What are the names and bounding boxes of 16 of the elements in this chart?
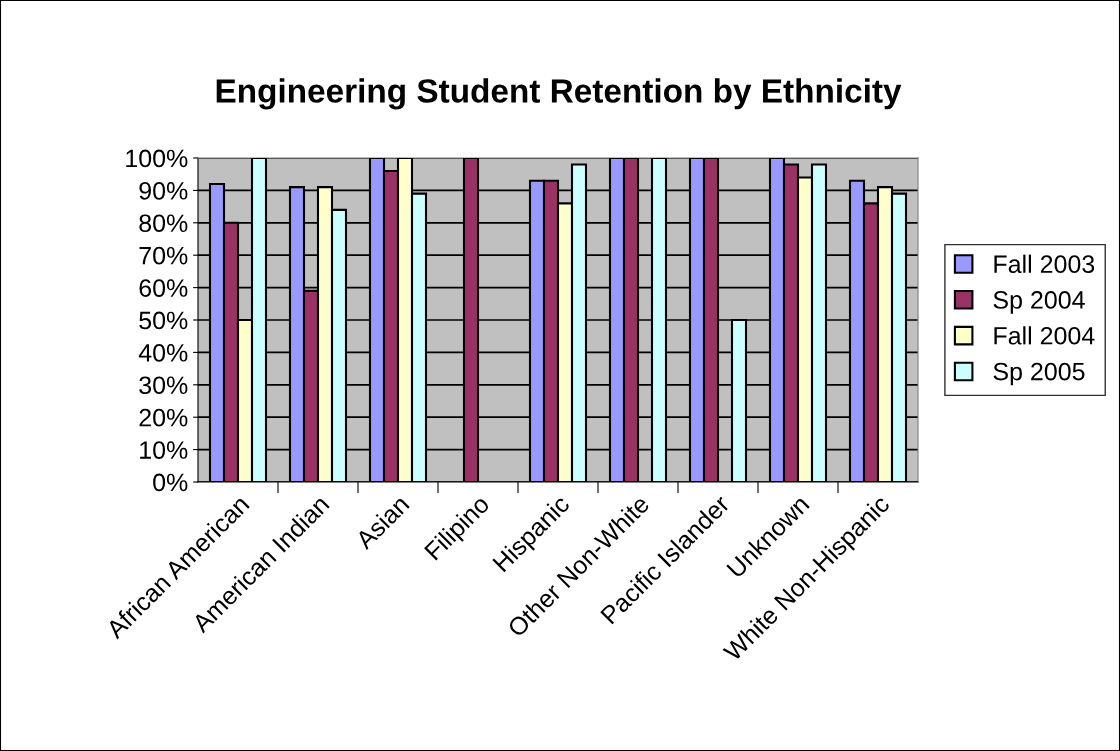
y-tick-label: 60% (139, 279, 188, 297)
y-tick-label: 70% (139, 246, 188, 265)
y-tick-label: 50% (139, 311, 188, 330)
y-tick-label: 90% (139, 182, 188, 200)
legend-label: Sp 2005 (993, 362, 1085, 386)
legend-label: Fall 2003 (994, 254, 1095, 273)
y-tick-label: 20% (139, 408, 188, 427)
y-tick-label: 40% (138, 344, 188, 362)
legend-label: Fall 2004 (994, 326, 1095, 345)
y-tick-label: 30% (139, 376, 188, 395)
y-tick-label: 100% (126, 149, 188, 168)
y-tick-label: 10% (140, 441, 188, 459)
chart-title: Engineering Student Retention by Ethnicity (216, 78, 902, 110)
legend-label: Sp 2004 (993, 291, 1085, 314)
y-tick-label: 0% (153, 473, 188, 492)
y-tick-label: 80% (139, 214, 188, 233)
